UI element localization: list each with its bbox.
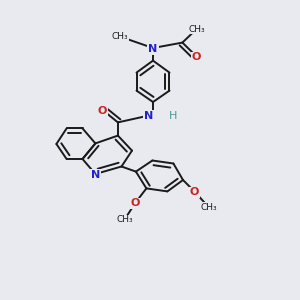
Text: O: O	[97, 106, 107, 116]
Text: CH₃: CH₃	[112, 32, 128, 41]
Text: CH₃: CH₃	[188, 25, 205, 34]
Text: O: O	[190, 188, 199, 197]
Text: O: O	[131, 199, 140, 208]
Text: N: N	[148, 44, 158, 54]
Text: N: N	[91, 170, 100, 180]
Text: CH₃: CH₃	[116, 215, 133, 224]
Text: H: H	[169, 111, 177, 121]
Text: O: O	[192, 52, 201, 62]
Text: N: N	[144, 111, 153, 121]
Text: CH₃: CH₃	[200, 202, 217, 211]
